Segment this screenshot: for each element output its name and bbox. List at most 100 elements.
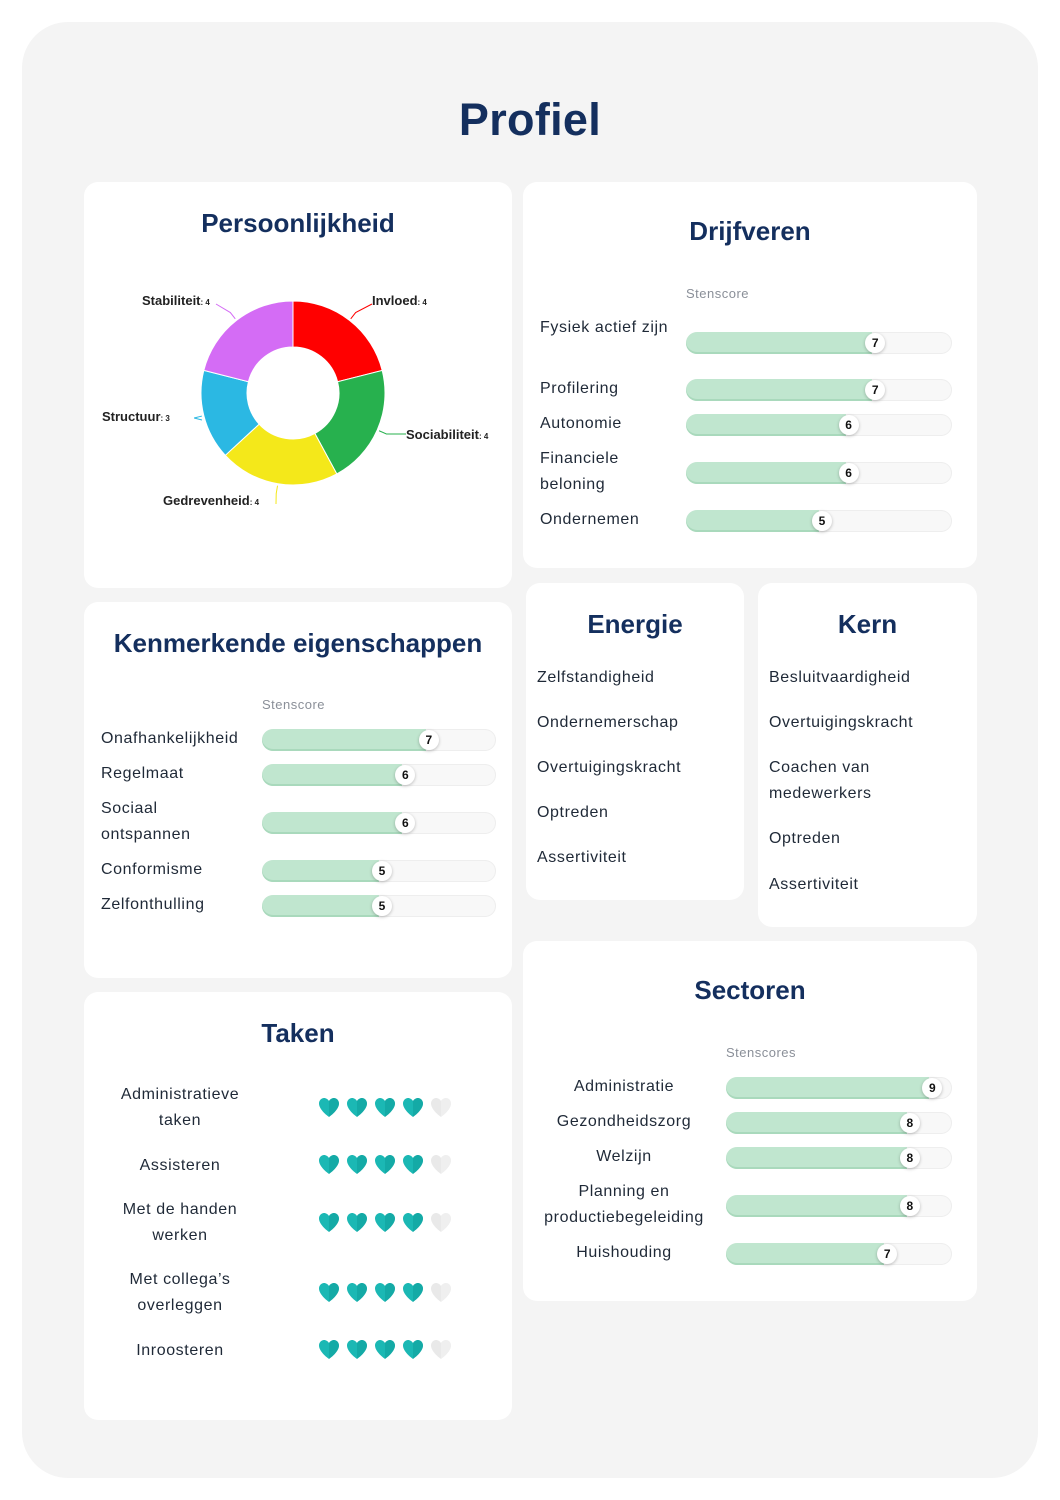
persoonlijkheid-title: Persoonlijkheid — [201, 208, 395, 238]
heart-filled-icon — [319, 1213, 339, 1232]
kenmerkende-bar-fill — [262, 860, 379, 882]
sectoren-label: Welzijn — [596, 1148, 652, 1165]
kenmerkende-label: Regelmaat — [101, 765, 184, 782]
heart-filled-icon — [403, 1340, 423, 1359]
drijfveren-bar: 7 — [686, 379, 952, 401]
sectoren-bar-fill — [726, 1243, 885, 1265]
kern-item: Coachen van medewerkers — [769, 759, 872, 802]
drijfveren-label: Profilering — [540, 380, 619, 397]
heart-filled-icon — [319, 1155, 339, 1174]
card-energie: Energie Zelfstandigheid Ondernemerschap … — [526, 583, 744, 900]
heart-filled-icon — [319, 1340, 339, 1359]
heart-filled-icon — [347, 1155, 367, 1174]
sectoren-bar-value: 8 — [899, 1148, 920, 1168]
sectoren-label: Planning en productiebegeleiding — [544, 1183, 704, 1226]
drijfveren-bar-fill — [686, 379, 873, 401]
kern-item: Assertiviteit — [769, 876, 859, 893]
energie-item: Zelfstandigheid — [537, 669, 655, 686]
drijfveren-bar-value: 7 — [865, 333, 886, 353]
kern-title: Kern — [837, 609, 898, 639]
heart-empty-icon — [431, 1213, 451, 1232]
drijfveren-label: Financiele beloning — [540, 450, 619, 493]
kenmerkende-bar-value: 6 — [395, 765, 416, 785]
drijfveren-bar-fill — [686, 462, 846, 484]
sectoren-score-header: Stenscores — [726, 1045, 797, 1060]
sectoren-bar-fill — [726, 1077, 930, 1099]
heart-filled-icon — [403, 1283, 423, 1302]
donut-slice-stabiliteit — [203, 300, 294, 383]
sectoren-bar: 8 — [726, 1195, 952, 1217]
drijfveren-bar-fill — [686, 510, 819, 532]
energie-item: Optreden — [537, 804, 609, 821]
taken-label: Inroosteren — [136, 1342, 224, 1359]
card-drijfveren: Drijfveren Stenscore Fysiek actief zijn … — [523, 182, 977, 568]
card-kenmerkende-eigenschappen: Kenmerkende eigenschappen Stenscore Onaf… — [84, 602, 512, 978]
energie-item: Assertiviteit — [537, 849, 627, 866]
taken-rating — [317, 1338, 457, 1364]
taken-label: Met collega’s overleggen — [129, 1271, 231, 1314]
card-kern: Kern Besluitvaardigheid Overtuigingskrac… — [758, 583, 977, 927]
kenmerkende-bar-value: 7 — [418, 730, 439, 750]
drijfveren-bar-value: 5 — [812, 511, 832, 531]
sectoren-bar-fill — [726, 1147, 907, 1169]
kenmerkende-label: Zelfonthulling — [101, 896, 205, 913]
sectoren-bar-value: 9 — [922, 1078, 943, 1098]
heart-filled-icon — [347, 1340, 367, 1359]
drijfveren-label: Fysiek actief zijn — [540, 319, 669, 336]
kern-item: Optreden — [769, 830, 841, 847]
card-sectoren: Sectoren Stenscores Administratie 9 Gezo… — [523, 941, 977, 1301]
kern-item: Besluitvaardigheid — [769, 669, 911, 686]
taken-rating — [317, 1281, 457, 1307]
donut-label-invloed: Invloed: 4 — [372, 293, 427, 308]
heart-empty-icon — [431, 1098, 451, 1117]
taken-label: Administratieve taken — [120, 1086, 240, 1129]
sectoren-title: Sectoren — [694, 975, 806, 1005]
heart-filled-icon — [375, 1340, 395, 1359]
card-persoonlijkheid: Persoonlijkheid Invloed: 4 Sociabiliteit… — [84, 182, 512, 588]
sectoren-label: Gezondheidszorg — [556, 1113, 692, 1130]
heart-filled-icon — [347, 1098, 367, 1117]
kenmerkende-bar: 7 — [262, 729, 496, 751]
heart-filled-icon — [403, 1155, 423, 1174]
sectoren-bar-fill — [726, 1112, 907, 1134]
donut-slice-sociabiliteit — [314, 369, 386, 475]
heart-filled-icon — [319, 1098, 339, 1117]
heart-filled-icon — [347, 1213, 367, 1232]
kenmerkende-bar-fill — [262, 764, 403, 786]
drijfveren-bar: 7 — [686, 332, 952, 354]
kenmerkende-title: Kenmerkende eigenschappen — [113, 628, 483, 658]
donut-slice-gedrevenheid — [224, 423, 338, 486]
kenmerkende-bar-value: 6 — [395, 813, 416, 833]
energie-item: Overtuigingskracht — [537, 759, 682, 776]
sectoren-bar-value: 7 — [877, 1244, 898, 1264]
donut-label-sociabiliteit: Sociabiliteit: 4 — [406, 427, 489, 442]
kenmerkende-bar-fill — [262, 895, 379, 917]
heart-filled-icon — [375, 1155, 395, 1174]
sectoren-bar: 7 — [726, 1243, 952, 1265]
heart-filled-icon — [319, 1283, 339, 1302]
card-taken: Taken Administratieve taken Assisteren M… — [84, 992, 512, 1420]
heart-filled-icon — [403, 1213, 423, 1232]
heart-filled-icon — [375, 1098, 395, 1117]
donut-leader-line — [275, 485, 279, 505]
heart-empty-icon — [431, 1155, 451, 1174]
drijfveren-title: Drijfveren — [689, 216, 811, 246]
taken-rating — [317, 1096, 457, 1122]
taken-rating — [317, 1153, 457, 1179]
drijfveren-bar-fill — [686, 414, 846, 436]
kenmerkende-bar-fill — [262, 812, 403, 834]
heart-empty-icon — [431, 1283, 451, 1302]
kenmerkende-label: Conformisme — [101, 861, 203, 878]
drijfveren-score-header: Stenscore — [686, 286, 750, 301]
donut-leader-line — [378, 430, 407, 435]
donut-leader-line — [193, 415, 203, 421]
kenmerkende-bar-value: 5 — [372, 861, 392, 881]
energie-title: Energie — [587, 609, 683, 639]
drijfveren-bar-value: 6 — [838, 463, 859, 483]
kenmerkende-bar: 5 — [262, 860, 496, 882]
drijfveren-label: Ondernemen — [540, 511, 640, 528]
page-title: Profiel — [458, 94, 602, 145]
sectoren-bar-value: 8 — [899, 1113, 920, 1133]
drijfveren-bar: 5 — [686, 510, 952, 532]
taken-label: Met de handen werken — [122, 1201, 238, 1244]
